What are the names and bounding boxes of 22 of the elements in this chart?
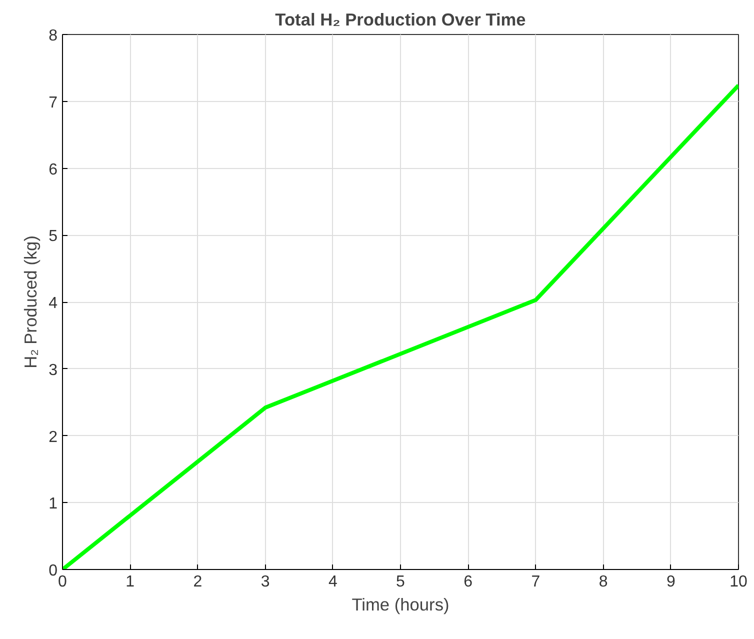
x-tick-label: 10 [730, 574, 748, 590]
y-tick-label: 4 [48, 295, 58, 312]
x-tick-label: 7 [531, 574, 540, 590]
x-tick-label: 8 [598, 574, 608, 590]
chart-title: Total H₂ Production Over Time [275, 10, 526, 30]
x-tick-label: 6 [464, 574, 473, 590]
x-tick-label: 3 [260, 574, 270, 590]
y-tick-label: 5 [48, 228, 58, 246]
y-tick-label: 8 [48, 28, 58, 44]
y-tick-label: 3 [48, 362, 58, 379]
y-tick-label: 6 [48, 161, 58, 178]
x-tick-label: 9 [666, 574, 676, 590]
y-axis-title: H₂ Produced (kg) [20, 236, 41, 368]
x-tick-label: 5 [396, 574, 406, 590]
y-tick-label: 2 [48, 428, 58, 446]
x-axis-title: Time (hours) [352, 594, 450, 614]
x-tick-label: 2 [193, 574, 202, 590]
y-tick-label: 1 [48, 496, 58, 513]
y-tick-label: 0 [48, 562, 58, 580]
y-tick-label: 7 [48, 94, 58, 112]
x-tick-label: 1 [126, 574, 135, 590]
x-tick-label: 4 [328, 574, 338, 590]
